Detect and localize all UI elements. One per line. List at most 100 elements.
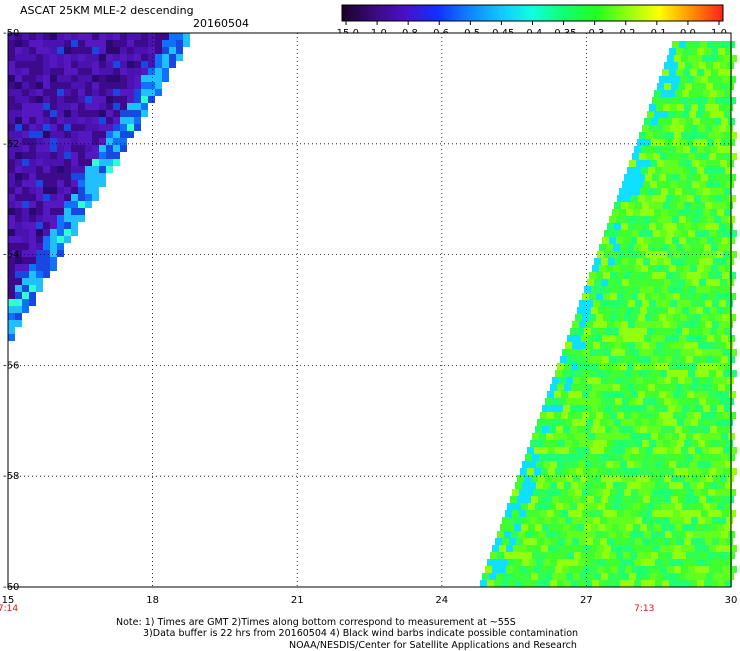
east-swath-cell [693, 531, 700, 538]
east-swath-cell [525, 531, 532, 538]
east-swath-cell [632, 468, 639, 475]
east-swath-cell [726, 125, 733, 132]
east-swath-cell [583, 447, 590, 454]
east-swath-cell [622, 377, 629, 384]
west-swath-cell [148, 96, 155, 103]
east-swath-cell [655, 384, 662, 391]
east-swath-cell [569, 349, 576, 356]
west-swath-cell [71, 68, 78, 75]
west-swath-cell [141, 54, 148, 61]
east-swath-cell [673, 314, 680, 321]
lon-label: 24 [435, 595, 448, 606]
east-swath-cell [683, 146, 690, 153]
west-swath-cell [8, 180, 15, 187]
east-swath-cell [546, 531, 553, 538]
east-swath-cell [644, 531, 651, 538]
east-swath-cell [682, 405, 689, 412]
east-swath-cell [663, 321, 670, 328]
east-swath-cell [625, 349, 632, 356]
east-swath-cell [716, 447, 723, 454]
east-swath-cell [605, 286, 612, 293]
west-swath-cell [113, 103, 120, 110]
west-swath-cell [43, 124, 50, 131]
west-swath-cell [36, 54, 43, 61]
east-swath-cell [513, 545, 520, 552]
west-swath-cell [50, 103, 57, 110]
west-swath-cell [22, 250, 29, 257]
east-swath-cell [686, 335, 693, 342]
east-swath-cell [695, 370, 702, 377]
lat-label: -58 [3, 471, 19, 482]
east-swath-cell [655, 363, 662, 370]
west-swath-cell [106, 131, 113, 138]
west-swath-cell [127, 89, 134, 96]
east-swath-cell [584, 405, 591, 412]
east-swath-cell [532, 531, 539, 538]
east-swath-cell [619, 405, 626, 412]
east-swath-cell [552, 475, 559, 482]
east-swath-cell [658, 118, 665, 125]
east-swath-cell [715, 272, 722, 279]
east-swath-cell [678, 83, 685, 90]
east-swath-cell [647, 503, 654, 510]
east-swath-cell [549, 503, 556, 510]
west-swath-cell [22, 229, 29, 236]
west-swath-cell [176, 33, 183, 40]
east-swath-cell [659, 195, 666, 202]
west-swath-cell [120, 61, 127, 68]
west-swath-cell [134, 75, 141, 82]
west-swath-cell [64, 152, 71, 159]
west-swath-cell [64, 40, 71, 47]
east-swath-cell [720, 377, 727, 384]
west-swath-cell [64, 229, 71, 236]
west-swath-cell [36, 75, 43, 82]
east-swath-cell [635, 202, 642, 209]
east-swath-cell [585, 482, 592, 489]
east-swath-cell [635, 321, 642, 328]
west-swath-cell [106, 152, 113, 159]
east-swath-cell [636, 573, 643, 580]
east-swath-cell [669, 69, 676, 76]
east-swath-cell [684, 440, 691, 447]
east-swath-cell [641, 265, 648, 272]
east-swath-cell [562, 545, 569, 552]
east-swath-cell [627, 363, 634, 370]
east-swath-cell [695, 447, 702, 454]
west-swath-cell [15, 250, 22, 257]
west-swath-cell [169, 47, 176, 54]
east-swath-cell [536, 559, 543, 566]
west-swath-cell [36, 47, 43, 54]
east-swath-cell [619, 328, 626, 335]
east-swath-cell [599, 244, 606, 251]
east-swath-cell [710, 307, 717, 314]
east-swath-cell [646, 349, 653, 356]
east-swath-cell [526, 489, 533, 496]
east-swath-cell [515, 482, 522, 489]
west-swath-cell [8, 173, 15, 180]
west-swath-cell [29, 159, 36, 166]
east-swath-cell [700, 139, 707, 146]
east-swath-cell [633, 524, 640, 531]
east-swath-cell [674, 55, 681, 62]
east-swath-cell [621, 223, 628, 230]
east-swath-cell [653, 370, 660, 377]
east-swath-cell [660, 447, 667, 454]
east-swath-cell [674, 370, 681, 377]
west-swath-cell [43, 68, 50, 75]
east-swath-cell [710, 405, 717, 412]
east-swath-cell [626, 426, 633, 433]
east-swath-cell [713, 62, 720, 69]
east-swath-cell [564, 482, 571, 489]
east-swath-cell [600, 321, 607, 328]
east-swath-cell [532, 433, 539, 440]
east-swath-cell [680, 391, 687, 398]
east-swath-cell [615, 377, 622, 384]
east-swath-cell [633, 503, 640, 510]
east-swath-cell [609, 216, 616, 223]
west-swath-cell [148, 75, 155, 82]
east-swath-cell [721, 118, 728, 125]
east-swath-cell [729, 76, 736, 83]
west-swath-cell [85, 89, 92, 96]
east-swath-cell [597, 370, 604, 377]
east-swath-cell [548, 468, 555, 475]
